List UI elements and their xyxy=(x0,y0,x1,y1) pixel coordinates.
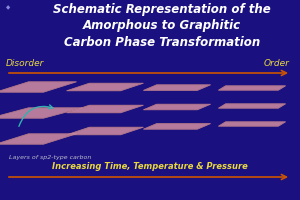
Text: Increasing Time, Temperature & Pressure: Increasing Time, Temperature & Pressure xyxy=(52,162,248,171)
Polygon shape xyxy=(67,83,143,91)
Polygon shape xyxy=(0,108,82,118)
Polygon shape xyxy=(218,104,286,108)
Text: ◆: ◆ xyxy=(6,5,10,10)
Text: Layers of sp2-type carbon: Layers of sp2-type carbon xyxy=(9,154,92,160)
Polygon shape xyxy=(67,127,143,135)
Text: Schematic Representation of the
Amorphous to Graphitic
Carbon Phase Transformati: Schematic Representation of the Amorphou… xyxy=(53,3,271,49)
Polygon shape xyxy=(143,104,211,110)
Polygon shape xyxy=(0,82,76,92)
Polygon shape xyxy=(143,85,211,90)
Polygon shape xyxy=(143,124,211,129)
Polygon shape xyxy=(67,105,143,113)
Text: Disorder: Disorder xyxy=(6,60,44,68)
Polygon shape xyxy=(0,134,76,144)
Polygon shape xyxy=(218,122,286,126)
Text: Order: Order xyxy=(264,60,290,68)
Polygon shape xyxy=(218,86,286,90)
